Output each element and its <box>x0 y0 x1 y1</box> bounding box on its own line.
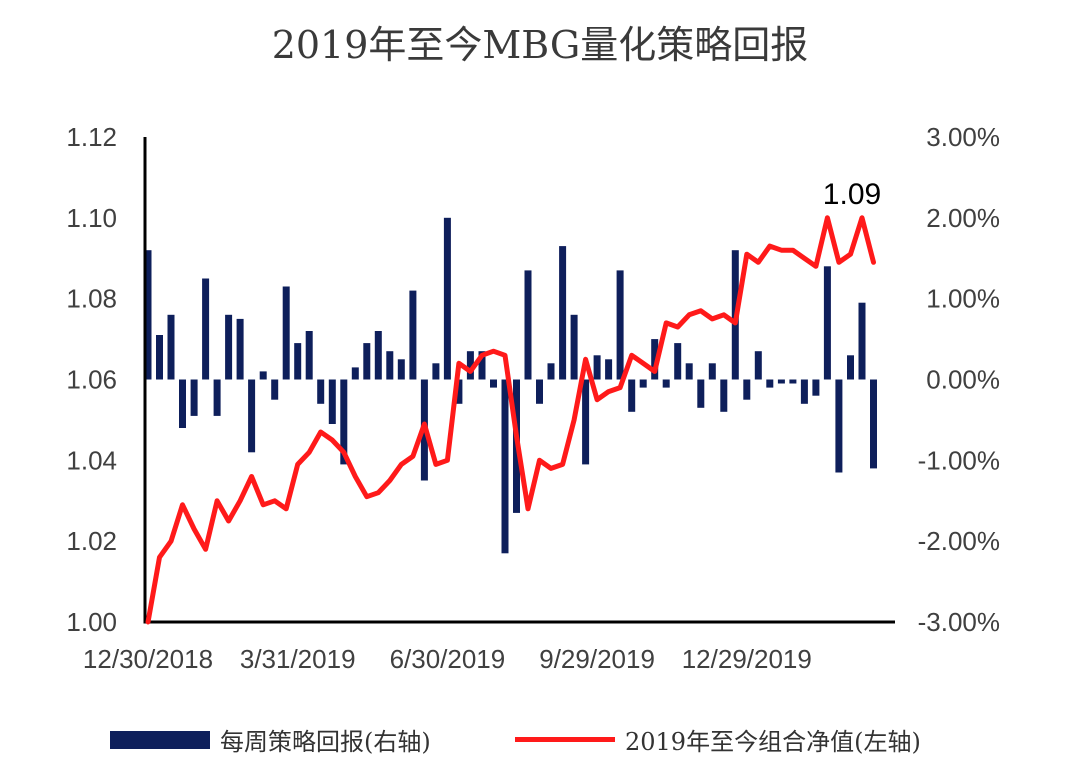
bar <box>812 379 820 396</box>
bar <box>789 379 797 384</box>
bar <box>685 363 693 380</box>
bar <box>766 379 774 388</box>
bar <box>351 367 359 380</box>
x-tick: 12/29/2019 <box>682 644 812 674</box>
bar <box>374 331 382 380</box>
bar <box>202 278 210 380</box>
legend-label-line: 2019年至今组合净值(左轴) <box>625 728 921 756</box>
bar <box>397 359 405 380</box>
bar <box>259 371 267 380</box>
y-tick-left: 1.00 <box>66 607 117 637</box>
bar <box>340 379 348 465</box>
x-tick: 9/29/2019 <box>539 644 655 674</box>
bar <box>248 379 256 453</box>
bar <box>156 335 163 380</box>
y-tick-left: 1.02 <box>66 526 117 556</box>
bar <box>593 355 601 380</box>
x-tick: 6/30/2019 <box>390 644 506 674</box>
bar <box>605 359 613 380</box>
legend-item-bars: 每周策略回报(右轴) <box>110 722 431 757</box>
bar <box>213 379 221 416</box>
bar <box>305 331 313 380</box>
y-tick-right: 3.00% <box>926 122 1000 152</box>
bar <box>294 343 302 380</box>
bar <box>328 379 336 424</box>
bar <box>282 286 290 380</box>
legend: 每周策略回报(右轴) 2019年至今组合净值(左轴) <box>0 712 1080 762</box>
bar <box>662 379 670 388</box>
bar <box>639 379 647 388</box>
bar <box>570 314 578 380</box>
line-nav <box>145 215 876 625</box>
bar <box>720 379 728 412</box>
y-tick-right: 1.00% <box>926 284 1000 314</box>
bar <box>697 379 705 408</box>
bar <box>777 379 785 384</box>
y-tick-right: -3.00% <box>918 607 1000 637</box>
bar <box>409 290 417 380</box>
axes <box>143 137 895 624</box>
tick-labels: 1.00 1.02 1.04 1.06 1.08 1.10 1.12 -3.00% -2.00%… <box>66 122 1000 674</box>
peak-value-label: 1.09 <box>823 178 881 211</box>
y-tick-right: 2.00% <box>926 203 1000 233</box>
y-tick-right: -1.00% <box>918 445 1000 475</box>
bar <box>835 379 843 473</box>
bar <box>800 379 808 404</box>
bar <box>559 246 567 380</box>
bar <box>466 351 474 380</box>
bar <box>674 343 682 380</box>
bar <box>144 250 152 380</box>
bar <box>743 379 751 400</box>
bar <box>317 379 325 404</box>
annotations: 1.09 <box>823 178 881 211</box>
bar <box>443 217 451 380</box>
legend-item-line: 2019年至今组合净值(左轴) <box>515 722 921 757</box>
bar <box>432 363 440 380</box>
bar <box>616 270 624 380</box>
bar <box>225 314 233 380</box>
bar <box>547 363 555 380</box>
bar <box>870 379 877 469</box>
bar <box>455 379 463 404</box>
y-tick-left: 1.04 <box>66 445 117 475</box>
legend-swatch-bars <box>110 730 210 749</box>
bar <box>628 379 636 412</box>
bar <box>708 363 716 380</box>
x-tick: 12/30/2018 <box>83 644 213 674</box>
bar <box>271 379 279 400</box>
bar <box>823 266 831 380</box>
bar <box>582 379 590 465</box>
bar <box>754 351 762 380</box>
y-tick-left: 1.12 <box>66 122 117 152</box>
bar <box>190 379 198 416</box>
y-tick-left: 1.10 <box>66 203 117 233</box>
y-tick-right: -2.00% <box>918 526 1000 556</box>
bar <box>363 343 371 380</box>
bar <box>858 302 866 380</box>
y-tick-left: 1.06 <box>66 365 117 395</box>
bar <box>651 339 659 380</box>
bar <box>179 379 186 428</box>
bar <box>490 379 497 388</box>
bar <box>167 314 175 380</box>
bar <box>386 351 394 380</box>
bar <box>536 379 543 404</box>
chart-title: 2019年至今MBG量化策略回报 <box>271 23 809 67</box>
chart-svg: 1.00 1.02 1.04 1.06 1.08 1.10 1.12 -3.00% -2.00%… <box>66 122 1000 674</box>
legend-swatch-line <box>515 737 615 742</box>
bar <box>501 379 509 554</box>
bar <box>524 270 532 380</box>
bar <box>478 351 486 380</box>
line-series <box>145 215 876 625</box>
bar <box>847 355 854 380</box>
y-tick-left: 1.08 <box>66 284 117 314</box>
y-tick-right: 0.00% <box>926 365 1000 395</box>
x-tick: 3/31/2019 <box>240 644 356 674</box>
legend-label-bars: 每周策略回报(右轴) <box>220 728 431 756</box>
bar <box>236 318 244 380</box>
